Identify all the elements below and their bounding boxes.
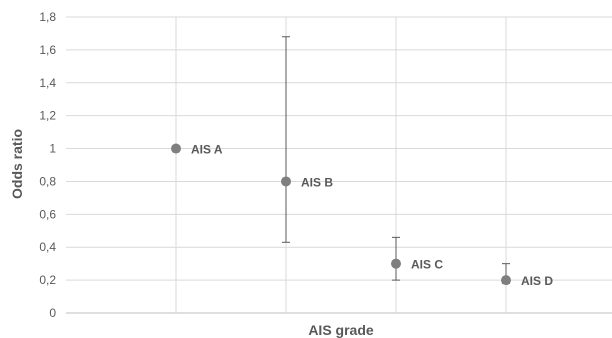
y-axis-ticks: 0 0,2 0,4 0,6 0,8 1 1,2 1,4 1,6 1,8 <box>39 10 56 320</box>
data-label: AIS A <box>191 143 223 157</box>
y-tick-label: 1,6 <box>39 43 56 57</box>
y-tick-label: 0,6 <box>39 207 56 221</box>
grid <box>66 16 612 314</box>
data-label: AIS C <box>411 258 443 272</box>
data-point <box>171 143 181 154</box>
data-points <box>171 143 511 286</box>
data-point <box>391 258 401 269</box>
y-tick-label: 0,2 <box>39 273 56 287</box>
y-tick-label: 0,8 <box>39 174 56 188</box>
data-point <box>501 275 511 286</box>
y-tick-label: 1,2 <box>39 109 56 123</box>
y-tick-label: 0,4 <box>39 240 56 254</box>
y-tick-label: 0 <box>49 306 56 320</box>
x-axis-label: AIS grade <box>308 322 374 338</box>
data-point <box>281 176 291 187</box>
data-labels: AIS A AIS B AIS C AIS D <box>191 143 553 289</box>
data-label: AIS D <box>521 274 553 288</box>
y-tick-label: 1 <box>49 142 56 156</box>
y-tick-label: 1,4 <box>39 76 56 90</box>
data-label: AIS B <box>301 175 333 189</box>
y-axis-label: Odds ratio <box>9 129 25 199</box>
y-tick-label: 1,8 <box>39 10 56 24</box>
